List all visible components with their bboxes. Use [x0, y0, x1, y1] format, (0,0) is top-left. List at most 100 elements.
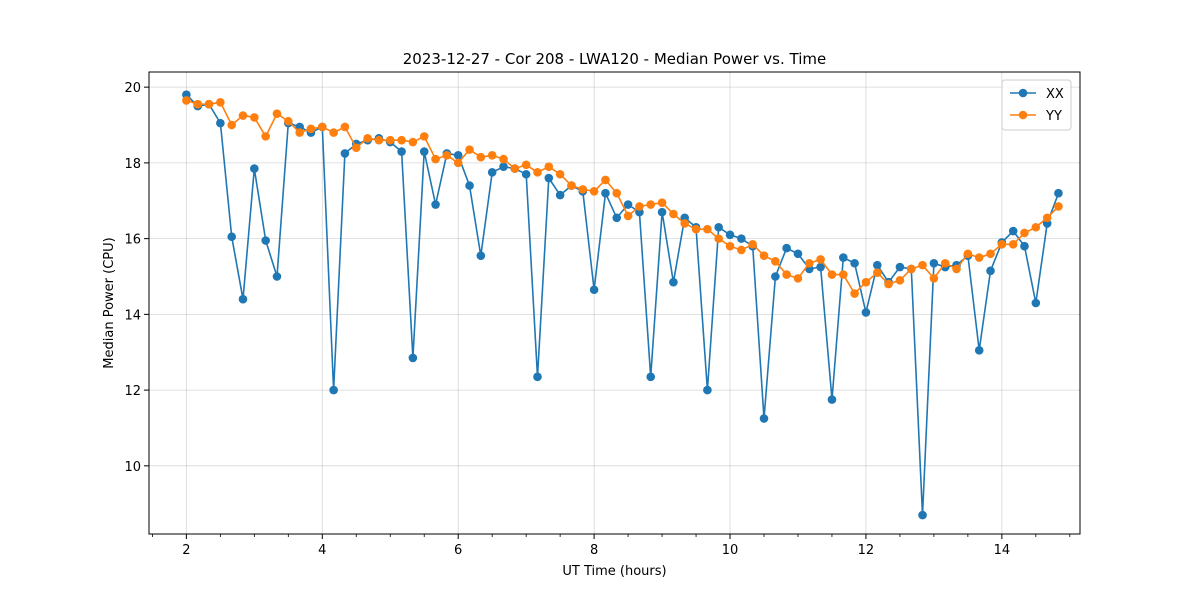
data-point-xx: [261, 236, 270, 245]
data-point-yy: [453, 158, 463, 168]
data-point-yy: [612, 188, 622, 198]
data-point-yy: [317, 122, 327, 132]
data-point-xx: [646, 372, 656, 382]
data-point-xx: [272, 272, 282, 281]
y-tick-label: 14: [124, 308, 141, 323]
data-point-yy: [589, 186, 599, 196]
data-point-xx: [555, 190, 565, 200]
data-point-yy: [340, 122, 350, 132]
data-point-xx: [714, 222, 723, 232]
data-point-yy: [737, 245, 746, 255]
data-point-xx: [1020, 241, 1029, 251]
data-point-xx: [861, 308, 871, 317]
data-point-xx: [872, 260, 882, 270]
data-point-yy: [204, 99, 214, 109]
data-point-yy: [261, 132, 270, 141]
data-point-yy: [646, 200, 656, 209]
data-point-yy: [759, 251, 769, 260]
data-point-yy: [782, 270, 791, 279]
x-tick-label: 10: [722, 543, 739, 558]
y-tick-label: 16: [124, 233, 141, 248]
data-point-yy: [839, 270, 848, 279]
data-point-yy: [997, 240, 1007, 249]
data-point-yy: [578, 185, 588, 194]
data-point-yy: [465, 145, 474, 154]
series-layer: [182, 90, 1063, 520]
data-point-xx: [612, 213, 622, 223]
data-point-xx: [986, 266, 995, 276]
data-point-yy: [533, 168, 542, 177]
data-point-yy: [850, 289, 859, 298]
data-point-yy: [680, 219, 689, 228]
data-point-yy: [1020, 228, 1029, 238]
data-point-xx: [544, 173, 554, 183]
data-point-yy: [952, 264, 961, 274]
data-point-yy: [963, 249, 973, 259]
x-tick-label: 12: [858, 543, 875, 558]
data-point-yy: [487, 151, 497, 160]
data-point-xx: [771, 272, 780, 281]
data-point-xx: [329, 385, 338, 395]
data-point-xx: [827, 395, 837, 404]
data-point-yy: [861, 277, 871, 287]
data-point-yy: [895, 275, 905, 285]
x-tick-label: 6: [454, 543, 462, 558]
data-point-yy: [510, 164, 520, 173]
data-point-xx: [589, 285, 599, 295]
data-point-xx: [669, 277, 678, 287]
data-point-yy: [714, 234, 723, 243]
data-point-yy: [351, 143, 361, 153]
data-point-xx: [918, 510, 927, 520]
data-point-xx: [340, 149, 350, 158]
data-point-yy: [929, 274, 939, 283]
data-point-yy: [872, 268, 882, 278]
data-point-yy: [805, 258, 814, 268]
legend-label: XX: [1046, 87, 1064, 102]
data-point-yy: [544, 162, 554, 171]
data-point-yy: [250, 113, 259, 122]
legend-label: YY: [1045, 109, 1062, 124]
data-point-xx: [1054, 188, 1063, 198]
x-tick-label: 14: [994, 543, 1011, 558]
data-point-xx: [759, 414, 769, 423]
data-point-xx: [533, 372, 542, 382]
data-point-yy: [793, 274, 803, 283]
data-point-xx: [974, 346, 984, 355]
x-axis-label: UT Time (hours): [562, 564, 666, 579]
data-point-yy: [442, 151, 452, 160]
data-point-yy: [940, 258, 950, 268]
data-point-yy: [623, 211, 633, 221]
data-point-xx: [895, 262, 905, 272]
data-point-yy: [521, 160, 531, 170]
data-point-xx: [737, 234, 746, 243]
data-point-yy: [419, 132, 429, 141]
data-point-yy: [216, 97, 225, 107]
data-point-yy: [906, 264, 916, 274]
data-point-yy: [703, 224, 712, 234]
legend: XX YY: [1001, 79, 1072, 131]
data-point-xx: [397, 147, 406, 156]
chart-title: 2023-12-27 - Cor 208 - LWA120 - Median P…: [403, 50, 827, 68]
plot-frame: [148, 71, 1081, 535]
x-tick-label: 2: [182, 543, 190, 558]
data-point-yy: [182, 96, 191, 105]
data-point-yy: [193, 99, 203, 109]
data-point-xx: [623, 200, 633, 209]
data-point-yy: [771, 257, 780, 266]
data-point-yy: [329, 128, 338, 137]
data-point-yy: [827, 270, 837, 279]
data-point-yy: [306, 124, 316, 134]
data-point-xx: [408, 353, 418, 363]
data-point-xx: [816, 262, 825, 272]
data-point-xx: [250, 164, 259, 173]
data-point-yy: [238, 111, 248, 120]
data-point-xx: [1008, 226, 1018, 236]
data-point-xx: [238, 294, 248, 304]
x-tick-label: 4: [318, 543, 326, 558]
data-point-xx: [476, 251, 486, 260]
data-point-xx: [703, 385, 712, 395]
data-point-yy: [691, 224, 701, 234]
data-point-yy: [748, 240, 757, 249]
y-tick-label: 20: [124, 81, 141, 96]
